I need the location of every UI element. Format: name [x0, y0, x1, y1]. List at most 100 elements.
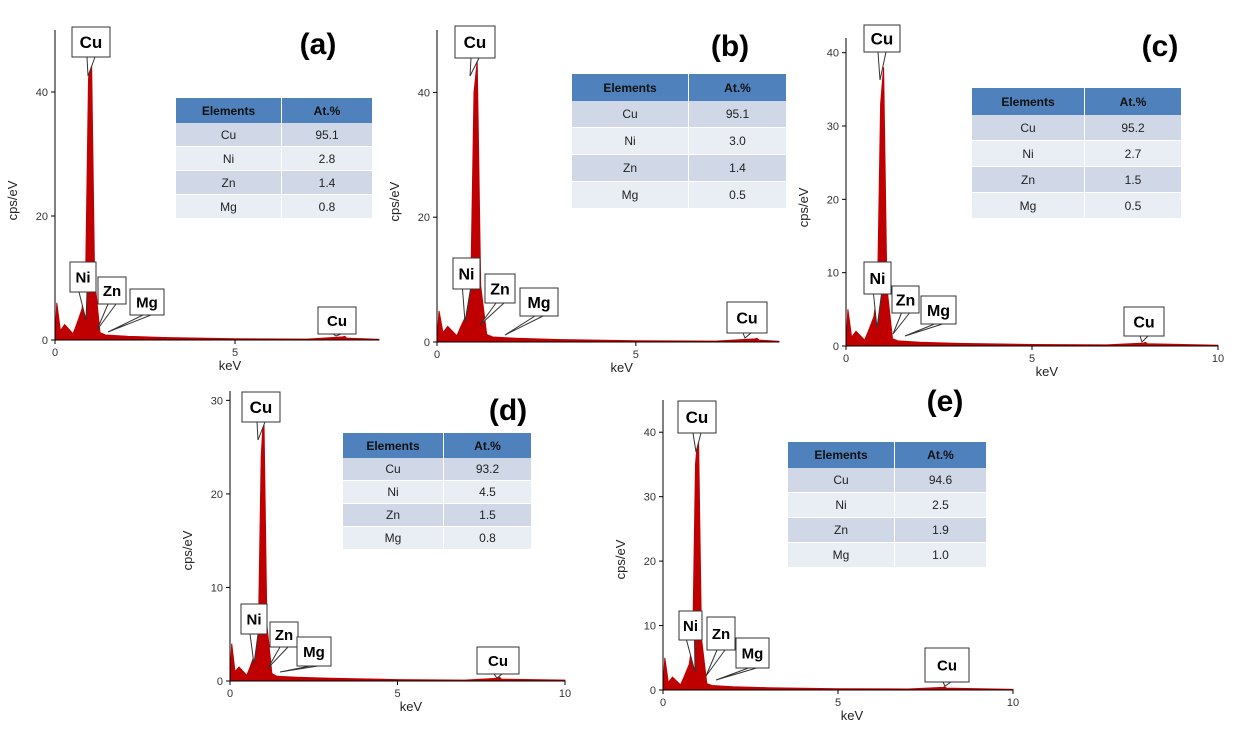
- peak-callout-cu: Cu: [1123, 306, 1165, 343]
- callout-box: [519, 287, 559, 317]
- y-tick-label: 20: [211, 489, 223, 501]
- spectrum-area: [662, 428, 1014, 691]
- callout-box: [296, 636, 332, 667]
- peak-callout-zn: Zn: [96, 276, 127, 331]
- callout-label: Mg: [742, 645, 764, 662]
- element-cell: Zn: [343, 503, 444, 527]
- y-axis-title: cps/eV: [180, 530, 195, 570]
- y-tick-label: 0: [833, 341, 839, 353]
- peak-callout-zn: Zn: [479, 273, 516, 326]
- spectrum-area: [436, 61, 780, 343]
- element-cell: Mg: [343, 526, 444, 550]
- callout-box: [454, 25, 496, 59]
- element-cell: Zn: [788, 517, 895, 543]
- callout-box: [891, 285, 920, 314]
- at-percent-cell: 94.6: [894, 468, 986, 493]
- x-tick-label: 5: [835, 697, 841, 709]
- peak-callout-ni: Ni: [452, 257, 481, 323]
- element-cell: Ni: [572, 127, 689, 155]
- header-elements: Elements: [176, 98, 282, 123]
- element-cell: Zn: [972, 166, 1085, 193]
- callout-label: Ni: [459, 266, 475, 283]
- callout-pointer: [686, 639, 696, 673]
- y-tick-label: 40: [827, 48, 839, 60]
- peak-callout-ni: Ni: [69, 261, 97, 321]
- table-row: Ni 4.5: [343, 480, 531, 504]
- y-axis-title: cps/eV: [796, 187, 811, 227]
- table-row: Ni 3.0: [572, 127, 786, 155]
- element-cell: Mg: [788, 542, 895, 568]
- at-percent-cell: 3.0: [688, 127, 786, 155]
- table-header-row: Elements At.%: [788, 442, 986, 468]
- table-row: Zn 1.5: [972, 166, 1181, 193]
- table-row: Cu 95.1: [572, 101, 786, 128]
- callout-label: Cu: [80, 33, 103, 52]
- peak-callout-cu: Cu: [317, 306, 357, 337]
- panel-label: (e): [927, 385, 964, 418]
- element-cell: Cu: [572, 101, 689, 128]
- callout-label: Cu: [464, 33, 487, 52]
- header-elements: Elements: [788, 442, 895, 468]
- callout-label: Cu: [488, 653, 508, 670]
- y-tick-label: 20: [827, 194, 839, 206]
- panel-label: (b): [711, 30, 749, 63]
- callout-box: [97, 276, 127, 305]
- element-cell: Ni: [972, 140, 1085, 167]
- table-row: Zn 1.5: [343, 503, 531, 527]
- composition-table: Elements At.% Cu 95.1 Ni 2.8 Zn 1.4 Mg 0.8: [176, 98, 372, 219]
- callout-pointer: [256, 421, 266, 441]
- x-axis-title: keV: [610, 360, 633, 375]
- x-tick-label: 0: [660, 697, 666, 709]
- peak-callout-cu: Cu: [241, 391, 281, 441]
- element-cell: Mg: [972, 192, 1085, 219]
- table-row: Mg 0.8: [176, 194, 372, 219]
- at-percent-cell: 1.0: [894, 542, 986, 568]
- callout-box: [452, 257, 481, 290]
- callout-pointer: [705, 649, 726, 677]
- callout-pointer: [96, 303, 117, 331]
- callout-box: [678, 610, 703, 641]
- peak-callout-zn: Zn: [705, 616, 736, 677]
- table-row: Cu 95.1: [176, 123, 372, 147]
- callout-pointer: [267, 646, 289, 669]
- table-row: Zn 1.9: [788, 517, 986, 543]
- x-tick-label: 10: [1007, 697, 1019, 709]
- element-cell: Zn: [572, 154, 689, 182]
- callout-pointer: [78, 291, 88, 321]
- peak-callout-cu: Cu: [454, 25, 496, 77]
- table-header-row: Elements At.%: [343, 433, 531, 458]
- y-tick-label: 0: [217, 676, 223, 688]
- element-cell: Ni: [176, 146, 282, 171]
- callout-label: Cu: [937, 657, 957, 674]
- composition-table: Elements At.% Cu 94.6 Ni 2.5 Zn 1.9 Mg 1.0: [788, 442, 986, 568]
- peak-callout-ni: Ni: [863, 261, 892, 329]
- header-at-percent: At.%: [281, 98, 372, 123]
- panel-label: (d): [489, 394, 527, 427]
- table-row: Cu 93.2: [343, 458, 531, 481]
- callout-box: [69, 261, 97, 293]
- panel-label: (a): [300, 28, 337, 61]
- table-header-row: Elements At.%: [972, 88, 1181, 115]
- callout-label: Mg: [303, 644, 325, 661]
- callout-pointer: [479, 302, 505, 326]
- y-tick-label: 20: [418, 212, 430, 224]
- element-cell: Cu: [343, 458, 444, 481]
- x-tick-label: 5: [1029, 353, 1035, 365]
- callout-label: Ni: [76, 269, 91, 286]
- header-elements: Elements: [343, 433, 444, 458]
- callout-pointer: [715, 667, 757, 681]
- y-tick-label: 40: [418, 87, 430, 99]
- x-axis-title: keV: [1036, 364, 1059, 379]
- peak-callout-zn: Zn: [267, 621, 299, 669]
- at-percent-cell: 4.5: [443, 480, 531, 504]
- callout-pointer: [904, 323, 943, 337]
- callout-pointer: [877, 51, 887, 81]
- composition-table: Elements At.% Cu 93.2 Ni 4.5 Zn 1.5 Mg 0.8: [343, 433, 531, 550]
- y-axis-title: cps/eV: [387, 181, 402, 221]
- at-percent-cell: 0.5: [1084, 192, 1181, 219]
- callout-pointer: [493, 673, 503, 679]
- x-tick-label: 5: [394, 688, 400, 700]
